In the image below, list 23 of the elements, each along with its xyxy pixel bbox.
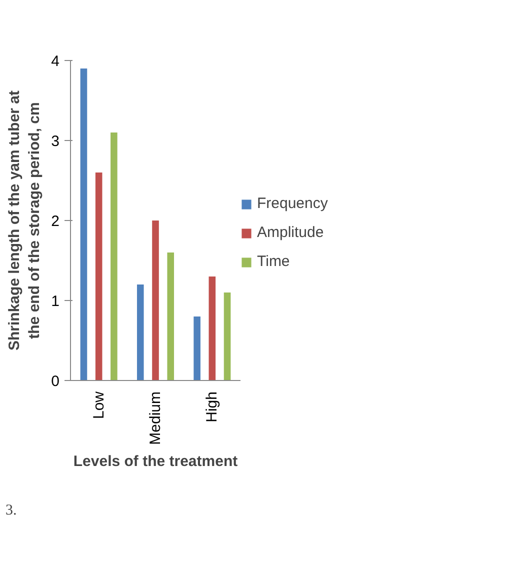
bar [167, 252, 174, 380]
bar [110, 132, 118, 380]
x-tick-label: Low [90, 391, 108, 420]
bar [152, 220, 159, 380]
x-axis-title: Levels of the treatment [73, 452, 238, 470]
legend-label: Amplitude [257, 224, 324, 241]
y-tick-label: 3 [51, 133, 60, 150]
bar [80, 68, 88, 380]
y-axis-title: Shrinkage length of the yam tuber at the end of the storage period, cm [6, 90, 44, 351]
bar [224, 292, 231, 380]
bar [95, 172, 102, 380]
bar [194, 316, 200, 380]
x-tick-label: Medium [147, 391, 164, 445]
bar [208, 276, 216, 380]
y-tick-label: 0 [51, 373, 60, 390]
legend-label: Frequency [257, 195, 328, 212]
text: 3. [6, 502, 17, 518]
legend-label: Time [257, 253, 290, 270]
y-tick-label: 2 [51, 213, 60, 230]
bar [136, 284, 144, 380]
x-tick-label: High [204, 391, 221, 422]
y-tick-label: 4 [51, 53, 60, 70]
y-tick-label: 1 [51, 293, 60, 310]
